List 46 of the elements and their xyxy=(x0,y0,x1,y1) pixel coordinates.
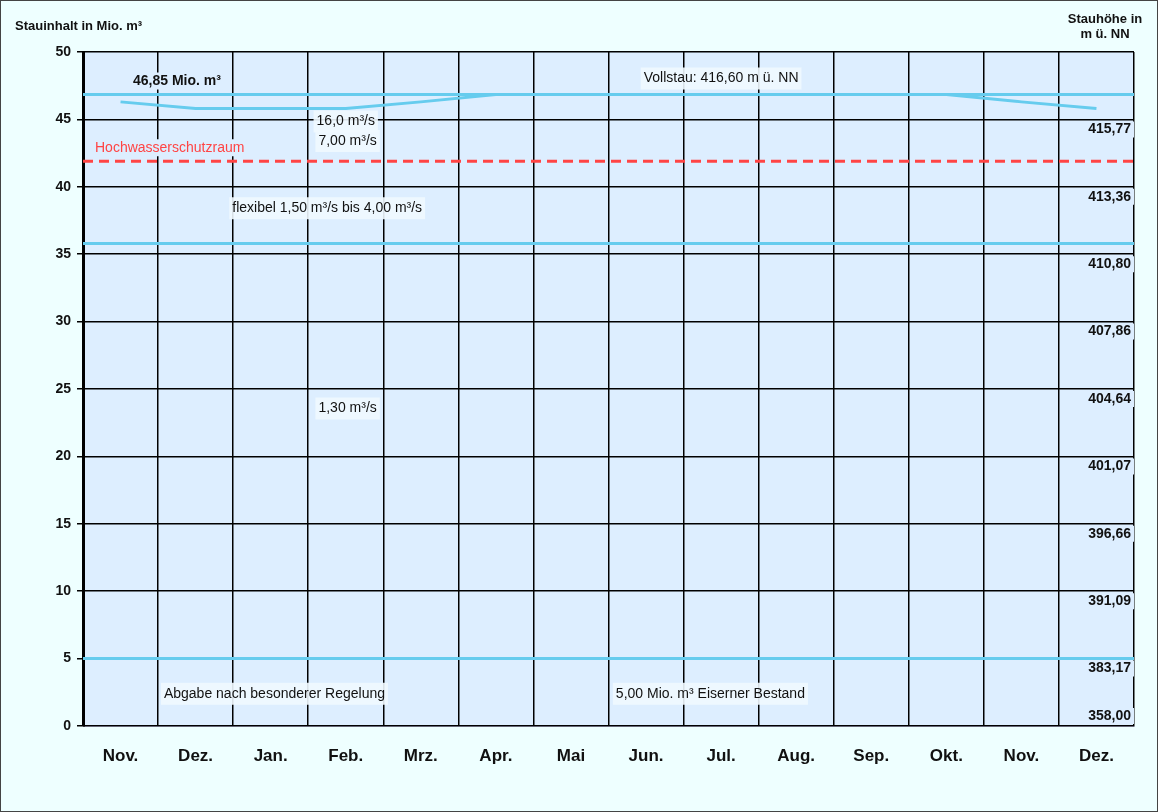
y2-axis-title: Stauhöhe in m ü. NN xyxy=(1067,11,1143,41)
x-tick-label: Jan. xyxy=(253,745,288,765)
annotation: 415,77 xyxy=(1088,120,1132,137)
y-tick-label: 5 xyxy=(63,649,72,666)
annotation: Abgabe nach besonderer Regelung xyxy=(163,684,385,701)
x-tick-label: Dez. xyxy=(178,745,214,765)
x-tick-label: Mai xyxy=(556,745,586,765)
annotation: 383,17 xyxy=(1088,659,1132,676)
annotation: 358,00 xyxy=(1088,706,1132,723)
y-tick-label: 20 xyxy=(55,447,72,464)
x-tick-label: Jul. xyxy=(706,745,736,765)
x-tick-label: Jun. xyxy=(628,745,664,765)
annotation: 401,07 xyxy=(1088,457,1132,474)
x-tick-label: Feb. xyxy=(328,745,364,765)
x-tick-label: Nov. xyxy=(1003,745,1040,765)
ref-line-label: 46,85 Mio. m³ xyxy=(133,72,222,89)
annotation: 413,36 xyxy=(1088,187,1132,204)
annotation: 7,00 m³/s xyxy=(318,131,377,148)
x-tick-label: Mrz. xyxy=(403,745,438,765)
y-tick-label: 25 xyxy=(55,379,72,396)
annotation: 16,0 m³/s xyxy=(316,112,375,129)
annotation: 1,30 m³/s xyxy=(318,399,377,416)
annotation: flexibel 1,50 m³/s bis 4,00 m³/s xyxy=(232,199,423,216)
y-tick-label: 10 xyxy=(55,582,72,599)
annotation: 391,09 xyxy=(1088,592,1132,609)
y-tick-label: 45 xyxy=(55,110,72,127)
y-axis-title: Stauinhalt in Mio. m³ xyxy=(15,18,143,33)
y-tick-label: 30 xyxy=(55,312,72,329)
annotation: 396,66 xyxy=(1088,524,1132,541)
annotation: 404,64 xyxy=(1088,389,1132,406)
x-tick-label: Okt. xyxy=(929,745,963,765)
y-tick-label: 40 xyxy=(55,177,72,194)
x-tick-label: Dez. xyxy=(1078,745,1114,765)
ref-line-label: Hochwasserschutzraum xyxy=(95,139,245,156)
annotation: 407,86 xyxy=(1088,322,1132,339)
y-tick-label: 50 xyxy=(55,42,72,59)
y-tick-label: 15 xyxy=(55,514,72,531)
x-tick-label: Nov. xyxy=(102,745,139,765)
annotation: Vollstau: 416,60 m ü. NN xyxy=(643,69,799,86)
y-tick-label: 35 xyxy=(55,245,72,262)
x-tick-label: Apr. xyxy=(479,745,513,765)
x-tick-label: Aug. xyxy=(777,745,816,765)
annotation: 5,00 Mio. m³ Eiserner Bestand xyxy=(615,684,805,701)
annotation: 410,80 xyxy=(1088,255,1132,272)
x-tick-label: Sep. xyxy=(853,745,890,765)
y-tick-label: 0 xyxy=(63,716,72,733)
